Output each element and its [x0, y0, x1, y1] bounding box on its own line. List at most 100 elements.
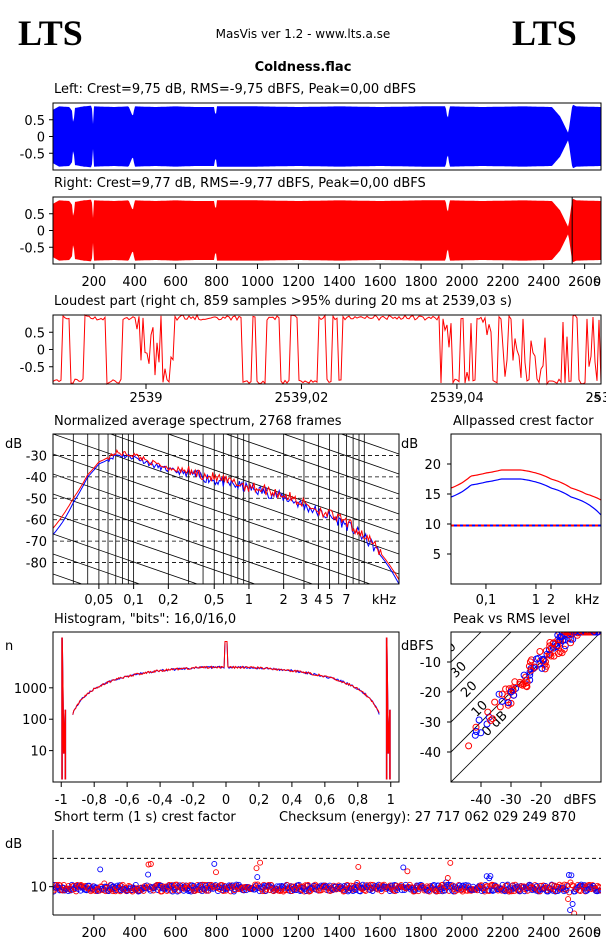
peak-vs-rms-point: [485, 713, 493, 721]
peak-vs-rms-point: [591, 632, 599, 636]
time-unit: s: [594, 275, 601, 290]
peak-vs-rms-point: [547, 652, 555, 660]
waveform-left-ytick-label: -0.5: [20, 147, 45, 162]
spectrum-slope-line: [167, 434, 399, 515]
loudest-part-xtick-label: 2539,06: [586, 391, 606, 406]
peak-vs-rms-point: [498, 690, 506, 698]
allpassed-crest-ytick-label: 20: [424, 458, 441, 473]
short-term-crest-xtick-label: 800: [204, 926, 229, 941]
histogram-ytick-label: 1000: [14, 682, 47, 697]
peak-vs-rms-ytick-label: -30: [420, 716, 441, 731]
loudest-part-ytick-label: -0.5: [20, 361, 45, 376]
histogram-xtick-label: -0,6: [114, 793, 139, 808]
waveform-left-envelope: [53, 104, 601, 169]
peak-vs-rms-point: [519, 681, 526, 689]
spectrum-frame: [52, 433, 400, 585]
spectrum-slope-line: [397, 434, 399, 435]
short-term-crest-point: [147, 861, 154, 867]
peak-vs-rms-title: Peak vs RMS level: [453, 612, 571, 627]
waveform-right-envelope: [53, 198, 601, 263]
spectrum-yunit: dB: [5, 437, 22, 452]
short-term-crest-yunit: dB: [5, 837, 22, 852]
peak-vs-rms-point: [477, 729, 485, 737]
peak-vs-rms-point: [509, 687, 517, 695]
peak-vs-rms-xunit: dBFS: [564, 793, 597, 808]
allpassed-crest-yunit: dB: [401, 437, 418, 452]
histogram-edge-spike: [61, 637, 67, 780]
peak-vs-rms-yunit: dBFS: [401, 639, 434, 654]
short-term-crest-point: [97, 866, 104, 873]
spectrum-slope-line: [53, 774, 399, 894]
peak-vs-rms-point: [584, 632, 592, 636]
spectrum-ytick-label: -50: [26, 492, 47, 507]
spectrum-slope-line: [53, 294, 399, 414]
peak-vs-rms-point: [577, 632, 585, 636]
peak-vs-rms-point: [504, 701, 512, 709]
peak-vs-rms-point: [539, 656, 547, 664]
peak-vs-rms-point: [498, 697, 506, 705]
time-tick-label: 2200: [486, 275, 519, 290]
peak-vs-rms-point: [580, 632, 588, 636]
histogram-xtick-label: -0,8: [82, 793, 107, 808]
spectrum-slope-line: [53, 493, 314, 584]
peak-vs-rms-point: [472, 723, 480, 731]
spectrum-xtick-label: 1: [245, 593, 253, 608]
time-tick-label: 2000: [445, 275, 478, 290]
histogram-xtick-label: -0,4: [147, 793, 172, 808]
short-term-crest-point: [188, 888, 194, 895]
spectrum-slope-line: [53, 473, 372, 584]
spectrum-slope-line: [53, 553, 141, 584]
loudest-part-xunit: s: [594, 391, 601, 406]
loudest-part-title: Loudest part (right ch, 859 samples >95%…: [54, 294, 512, 309]
short-term-crest-point: [105, 888, 112, 894]
short-term-crest-point: [257, 859, 264, 866]
histogram-xtick-label: 1: [387, 793, 395, 808]
short-term-crest-xtick-label: 2000: [445, 926, 478, 941]
loudest-part-ytick-label: 0: [37, 344, 45, 359]
peak-vs-rms-point: [495, 690, 503, 698]
short-term-crest-point: [389, 882, 396, 889]
loudest-part-xtick-label: 2539,04: [430, 391, 484, 406]
peak-vs-rms-point: [475, 716, 483, 724]
short-term-crest-point: [568, 872, 575, 879]
short-term-crest-xunit: s: [594, 926, 601, 941]
spectrum-xtick-label: 0,1: [123, 593, 144, 608]
waveform-right-ytick-label: 0.5: [24, 208, 45, 223]
logo-left: LTS: [18, 13, 83, 53]
peak-vs-rms-point: [567, 632, 575, 636]
spectrum-slope-line: [53, 674, 399, 794]
peak-vs-rms-point: [531, 663, 539, 671]
spectrum-slope-line: [53, 714, 399, 834]
short-term-crest-xtick-label: 200: [81, 926, 106, 941]
loudest-part-waveform: [52, 313, 602, 386]
histogram-series-1: [72, 641, 380, 715]
spectrum-slope-line: [53, 274, 399, 394]
peak-vs-rms-point: [522, 676, 530, 684]
allpassed-crest-ytick-label: 10: [424, 518, 441, 533]
spectrum-xtick-label: 2: [280, 593, 288, 608]
time-tick-label: 1000: [241, 275, 274, 290]
peak-vs-rms-point: [465, 742, 473, 750]
spectrum-slope-line: [53, 814, 399, 934]
short-term-crest-point: [254, 874, 261, 881]
short-term-crest-xtick-label: 1400: [323, 926, 356, 941]
spectrum-slope-line: [109, 434, 399, 535]
spectrum-slope-line: [53, 254, 399, 374]
histogram-yunit: n: [5, 639, 13, 654]
short-term-crest-point: [571, 910, 578, 915]
time-tick-label: 2600: [568, 275, 601, 290]
short-term-crest-point: [145, 861, 152, 868]
time-tick-label: 400: [122, 275, 147, 290]
histogram-xtick-label: 0,6: [315, 793, 336, 808]
peak-vs-rms-point: [489, 715, 496, 723]
short-term-crest-point: [252, 881, 259, 888]
file-title: Coldness.flac: [254, 60, 352, 75]
short-term-plot: [53, 857, 601, 915]
histogram-xtick-label: 0,4: [282, 793, 303, 808]
allpassed-crest-xunit: kHz: [575, 593, 599, 608]
allpassed-crest-xtick-label: 1: [532, 593, 540, 608]
waveform-left-title: Left: Crest=9,75 dB, RMS=-9,75 dBFS, Pea…: [54, 82, 416, 97]
short-term-crest-point: [145, 871, 152, 878]
short-term-crest-point: [404, 868, 411, 875]
